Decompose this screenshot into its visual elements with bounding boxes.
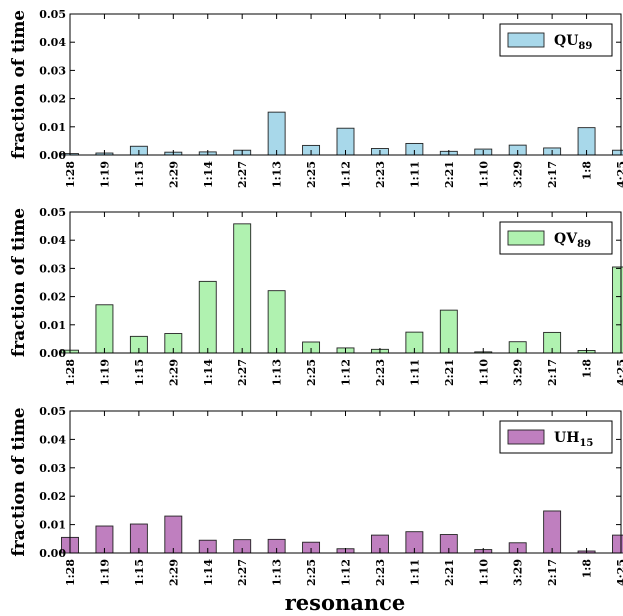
legend-label: QU89 bbox=[554, 33, 592, 52]
x-tick-label: 1:8 bbox=[581, 559, 594, 579]
x-tick-label: 3:29 bbox=[512, 359, 525, 386]
x-tick-label: 1:14 bbox=[202, 359, 215, 386]
y-tick-label: 0.01 bbox=[39, 519, 66, 532]
x-tick-label: 1:28 bbox=[64, 359, 77, 386]
x-tick-label: 2:25 bbox=[305, 161, 318, 188]
y-tick-label: 0.00 bbox=[39, 149, 66, 162]
x-tick-label: 2:21 bbox=[443, 559, 456, 586]
x-tick-label: 2:17 bbox=[546, 161, 559, 188]
x-tick-label: 2:27 bbox=[236, 161, 249, 188]
panel-1: 0.00 0.01 0.02 0.03 0.04 0.05 1:28 1:19 1:15 2:29… bbox=[9, 8, 623, 188]
x-tick-label: 1:8 bbox=[581, 161, 594, 181]
chart-panels: 0.00 0.01 0.02 0.03 0.04 0.05 1:28 1:19 1:15 2:29… bbox=[9, 8, 623, 586]
legend-label: QV89 bbox=[554, 231, 591, 250]
bar-1:19 bbox=[95, 304, 114, 354]
x-tick-label: 3:29 bbox=[512, 559, 525, 586]
x-tick-label: 1:15 bbox=[133, 161, 146, 188]
x-tick-label: 2:17 bbox=[546, 359, 559, 386]
x-tick-label: 2:29 bbox=[167, 559, 180, 586]
x-tick-label: 1:19 bbox=[98, 359, 111, 386]
y-tick-label: 0.03 bbox=[39, 64, 66, 77]
x-tick-label: 1:14 bbox=[202, 559, 215, 586]
x-tick-label: 1:19 bbox=[98, 559, 111, 586]
x-tick-label: 2:23 bbox=[374, 359, 387, 386]
y-tick-label: 0.05 bbox=[39, 8, 66, 21]
y-tick-label: 0.03 bbox=[39, 462, 66, 475]
x-tick-label: 4:25 bbox=[615, 359, 623, 386]
x-tick-label: 2:21 bbox=[443, 161, 456, 188]
x-tick-label: 1:28 bbox=[64, 161, 77, 188]
bar-2:27 bbox=[233, 223, 252, 354]
legend-box bbox=[499, 221, 613, 255]
bar-2:21 bbox=[439, 309, 458, 354]
x-tick-label: 1:10 bbox=[477, 359, 490, 386]
x-tick-label: 2:25 bbox=[305, 359, 318, 386]
y-tick-label: 0.02 bbox=[39, 93, 66, 106]
y-tick-label: 0.04 bbox=[39, 36, 66, 49]
x-tick-label: 1:10 bbox=[477, 161, 490, 188]
x-tick-label: 3:29 bbox=[512, 161, 525, 188]
x-tick-label: 2:25 bbox=[305, 559, 318, 586]
x-tick-label: 1:12 bbox=[340, 161, 353, 188]
y-tick-label: 0.00 bbox=[39, 547, 66, 560]
bar-1:13 bbox=[267, 111, 286, 156]
y-tick-label: 0.02 bbox=[39, 490, 66, 503]
x-tick-label: 1:15 bbox=[133, 559, 146, 586]
x-tick-label: 2:17 bbox=[546, 559, 559, 586]
x-tick-label: 1:12 bbox=[340, 559, 353, 586]
y-axis-label: fraction of time bbox=[9, 208, 29, 357]
panel-3: 0.00 0.01 0.02 0.03 0.04 0.05 1:28 1:19 1:15 2:29… bbox=[9, 405, 623, 586]
x-tick-label: 4:25 bbox=[615, 559, 623, 586]
bar-2:29 bbox=[164, 515, 183, 554]
panel-2: 0.00 0.01 0.02 0.03 0.04 0.05 1:28 1:19 1:15 2:29… bbox=[9, 206, 623, 386]
bar-1:14 bbox=[198, 280, 217, 354]
x-tick-label: 1:19 bbox=[98, 161, 111, 188]
legend-swatch bbox=[507, 230, 545, 246]
x-tick-label: 4:25 bbox=[615, 161, 623, 188]
y-tick-label: 0.05 bbox=[39, 405, 66, 418]
x-tick-label: 1:11 bbox=[408, 559, 421, 586]
y-tick-label: 0.03 bbox=[39, 262, 66, 275]
y-tick-label: 0.04 bbox=[39, 234, 66, 247]
x-tick-label: 1:8 bbox=[581, 359, 594, 379]
y-tick-label: 0.00 bbox=[39, 347, 66, 360]
x-tick-label: 1:15 bbox=[133, 359, 146, 386]
x-tick-label: 1:13 bbox=[271, 359, 284, 386]
x-tick-label: 1:14 bbox=[202, 161, 215, 188]
x-tick-label: 2:29 bbox=[167, 161, 180, 188]
y-tick-label: 0.05 bbox=[39, 206, 66, 219]
bar-1:13 bbox=[267, 290, 286, 354]
legend-label: UH15 bbox=[554, 430, 593, 449]
legend-swatch bbox=[507, 32, 545, 48]
bar-2:17 bbox=[543, 510, 562, 554]
x-tick-label: 1:13 bbox=[271, 559, 284, 586]
x-tick-label: 2:29 bbox=[167, 359, 180, 386]
legend-swatch bbox=[507, 429, 545, 445]
y-axis-label: fraction of time bbox=[9, 10, 29, 159]
x-tick-label: 1:10 bbox=[477, 559, 490, 586]
y-axis-label: fraction of time bbox=[9, 407, 29, 556]
y-tick-label: 0.04 bbox=[39, 433, 66, 446]
x-axis-label: resonance bbox=[285, 590, 406, 615]
x-tick-label: 2:21 bbox=[443, 359, 456, 386]
x-tick-label: 1:12 bbox=[340, 359, 353, 386]
x-tick-label: 2:27 bbox=[236, 559, 249, 586]
y-tick-label: 0.01 bbox=[39, 121, 66, 134]
y-tick-label: 0.01 bbox=[39, 319, 66, 332]
x-tick-label: 2:23 bbox=[374, 161, 387, 188]
y-tick-label: 0.02 bbox=[39, 291, 66, 304]
x-tick-label: 2:27 bbox=[236, 359, 249, 386]
x-tick-label: 2:23 bbox=[374, 559, 387, 586]
x-tick-label: 1:11 bbox=[408, 359, 421, 386]
x-tick-label: 1:28 bbox=[64, 559, 77, 586]
x-tick-label: 1:13 bbox=[271, 161, 284, 188]
x-tick-label: 1:11 bbox=[408, 161, 421, 188]
